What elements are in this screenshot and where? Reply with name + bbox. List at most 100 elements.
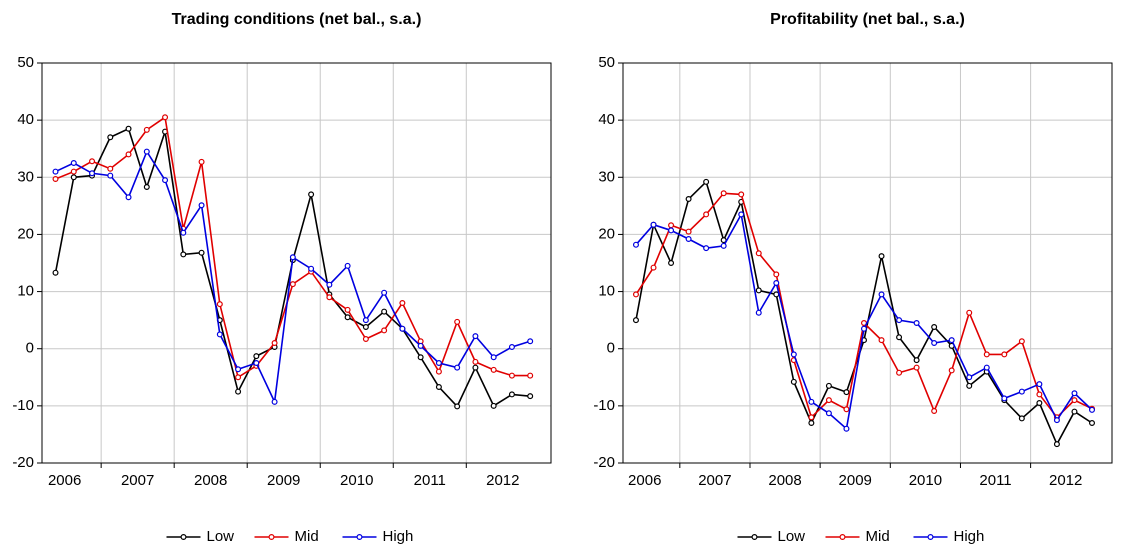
x-tick-label: 2006 bbox=[48, 472, 81, 489]
legend-marker bbox=[751, 533, 758, 540]
point bbox=[720, 190, 727, 197]
point bbox=[755, 250, 762, 257]
point bbox=[668, 260, 675, 267]
point bbox=[125, 194, 132, 201]
point bbox=[948, 367, 955, 374]
point bbox=[89, 170, 96, 177]
point bbox=[825, 397, 832, 404]
point bbox=[52, 168, 59, 175]
y-tick-label: -10 bbox=[12, 397, 34, 414]
point bbox=[1001, 395, 1008, 402]
point bbox=[417, 342, 424, 349]
point bbox=[454, 403, 461, 410]
y-tick-label: 50 bbox=[598, 54, 615, 71]
point bbox=[1001, 351, 1008, 358]
legend-label: Low bbox=[778, 528, 806, 545]
point bbox=[703, 245, 710, 252]
point bbox=[808, 420, 815, 427]
y-tick-label: 0 bbox=[26, 340, 34, 357]
point bbox=[1036, 400, 1043, 407]
point bbox=[162, 177, 169, 184]
point bbox=[685, 236, 692, 243]
point bbox=[738, 191, 745, 198]
point bbox=[344, 314, 351, 321]
point bbox=[896, 317, 903, 324]
point bbox=[527, 372, 534, 379]
point bbox=[1071, 397, 1078, 404]
point bbox=[720, 242, 727, 249]
point bbox=[326, 294, 333, 301]
point bbox=[1018, 388, 1025, 395]
point bbox=[472, 364, 479, 371]
point bbox=[913, 320, 920, 327]
y-tick-label: 10 bbox=[17, 283, 34, 300]
point bbox=[198, 158, 205, 165]
point bbox=[1053, 441, 1060, 448]
y-tick-label: 20 bbox=[17, 225, 34, 242]
point bbox=[271, 340, 278, 347]
point bbox=[668, 222, 675, 229]
point bbox=[931, 324, 938, 331]
y-tick-label: -20 bbox=[12, 454, 34, 471]
point bbox=[843, 406, 850, 413]
point bbox=[878, 291, 885, 298]
point bbox=[1018, 415, 1025, 422]
point bbox=[308, 265, 315, 272]
point bbox=[508, 344, 515, 351]
point bbox=[1071, 408, 1078, 415]
point bbox=[216, 301, 223, 308]
y-tick-label: -10 bbox=[593, 397, 615, 414]
point bbox=[948, 337, 955, 344]
point bbox=[508, 372, 515, 379]
point bbox=[399, 325, 406, 332]
point bbox=[216, 331, 223, 338]
legend-marker bbox=[356, 533, 363, 540]
point bbox=[878, 253, 885, 260]
x-tick-label: 2006 bbox=[628, 472, 661, 489]
point bbox=[435, 368, 442, 375]
point bbox=[344, 262, 351, 269]
point bbox=[381, 327, 388, 334]
point bbox=[790, 378, 797, 385]
point bbox=[896, 369, 903, 376]
point bbox=[253, 353, 260, 360]
point bbox=[235, 388, 242, 395]
y-tick-label: 50 bbox=[17, 54, 34, 71]
point bbox=[703, 178, 710, 185]
point bbox=[508, 391, 515, 398]
point bbox=[1053, 417, 1060, 424]
chart-title: Profitability (net bal., s.a.) bbox=[770, 11, 965, 28]
point bbox=[843, 425, 850, 432]
x-tick-label: 2010 bbox=[340, 472, 373, 489]
x-tick-label: 2007 bbox=[698, 472, 731, 489]
point bbox=[966, 309, 973, 316]
point bbox=[878, 337, 885, 344]
legend-marker bbox=[180, 533, 187, 540]
x-tick-label: 2012 bbox=[486, 472, 519, 489]
point bbox=[773, 271, 780, 278]
point bbox=[70, 168, 77, 175]
y-tick-label: 10 bbox=[598, 283, 615, 300]
point bbox=[773, 280, 780, 287]
point bbox=[143, 184, 150, 191]
point bbox=[381, 289, 388, 296]
point bbox=[790, 351, 797, 358]
point bbox=[235, 374, 242, 381]
point bbox=[983, 364, 990, 371]
point bbox=[107, 165, 114, 172]
point bbox=[490, 354, 497, 361]
point bbox=[913, 364, 920, 371]
point bbox=[632, 241, 639, 248]
x-tick-label: 2008 bbox=[768, 472, 801, 489]
point bbox=[632, 317, 639, 324]
point bbox=[843, 389, 850, 396]
point bbox=[490, 366, 497, 373]
legend-label: Mid bbox=[295, 528, 319, 545]
point bbox=[344, 306, 351, 313]
plot-frame bbox=[622, 62, 1113, 464]
point bbox=[755, 287, 762, 294]
legend-marker bbox=[268, 533, 275, 540]
point bbox=[143, 148, 150, 155]
x-tick-label: 2009 bbox=[839, 472, 872, 489]
point bbox=[289, 281, 296, 288]
